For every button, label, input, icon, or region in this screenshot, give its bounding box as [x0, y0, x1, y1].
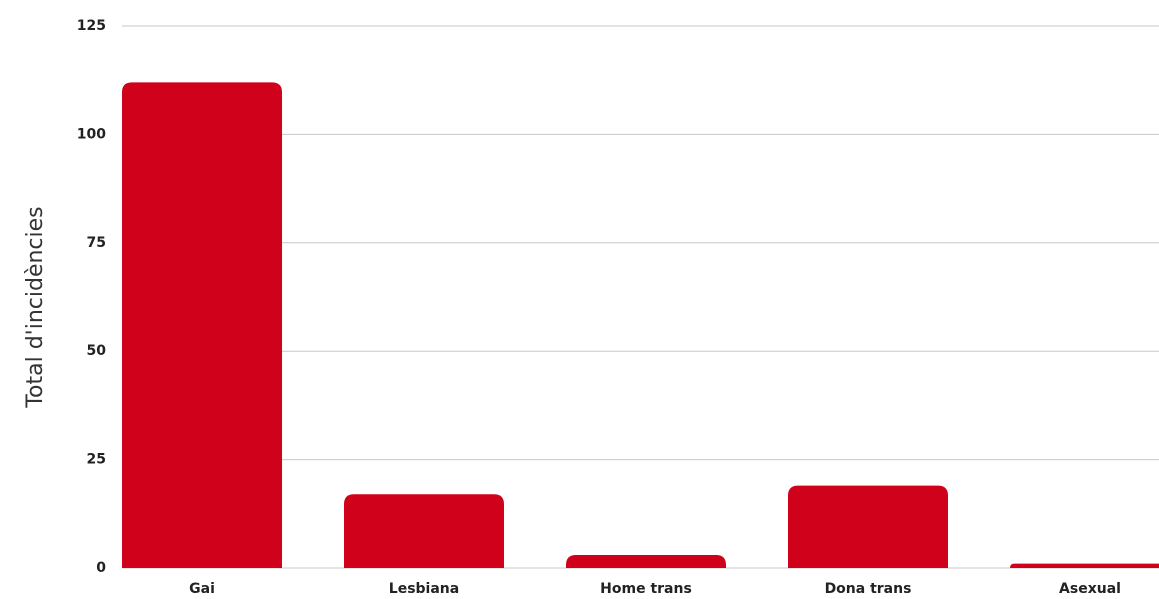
x-tick-label: Gai — [189, 581, 215, 597]
bar — [788, 485, 948, 568]
y-tick-label: 125 — [77, 18, 106, 34]
y-tick-label: 100 — [77, 126, 106, 142]
bar — [344, 494, 504, 568]
bar — [1010, 563, 1159, 568]
x-tick-label: Asexual — [1059, 581, 1121, 597]
y-axis-label: Total d'incidències — [23, 206, 48, 408]
y-tick-label: 50 — [87, 343, 107, 359]
y-tick-label: 75 — [87, 235, 106, 251]
x-tick-label: Dona trans — [825, 581, 912, 597]
y-tick-label: 25 — [87, 452, 106, 468]
x-tick-label: Home trans — [600, 581, 692, 597]
bar — [566, 554, 726, 568]
x-tick-label: Lesbiana — [389, 581, 459, 597]
bar — [122, 82, 282, 569]
y-tick-label: 0 — [96, 560, 106, 576]
